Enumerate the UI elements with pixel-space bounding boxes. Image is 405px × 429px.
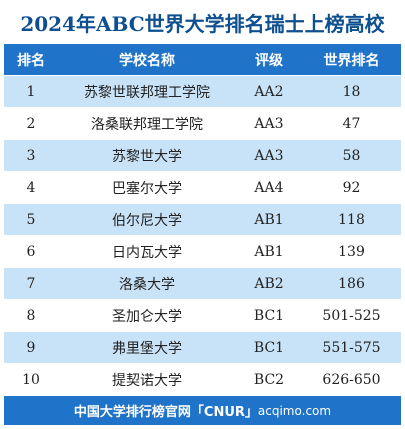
world-rank-cell: 139 — [338, 243, 365, 260]
column-header-world-rank: 世界排名 — [323, 52, 380, 69]
ranking-table: 排名 学校名称 评级 世界排名 1 苏黎世联邦理工学院 AA2 18 2 洛桑联… — [4, 44, 401, 396]
rank-cell: 6 — [26, 243, 36, 260]
column-header-rank: 排名 — [17, 52, 45, 69]
world-rank-cell: 551-575 — [322, 339, 381, 356]
rank-cell: 1 — [26, 83, 36, 100]
level-cell: AA4 — [254, 179, 284, 196]
school-cell: 圣加仑大学 — [112, 308, 182, 325]
level-cell: BC2 — [253, 371, 285, 388]
level-cell: AB1 — [254, 243, 284, 260]
rank-cell: 9 — [26, 339, 36, 356]
world-rank-cell: 186 — [338, 275, 365, 292]
rank-cell: 4 — [26, 179, 36, 196]
table-row: 9 弗里堡大学 BC1 551-575 — [4, 332, 401, 364]
level-cell: AB2 — [254, 275, 284, 292]
school-cell: 苏黎世联邦理工学院 — [84, 84, 210, 101]
rank-cell: 3 — [26, 147, 36, 164]
world-rank-cell: 501-525 — [322, 307, 381, 324]
school-cell: 日内瓦大学 — [112, 244, 182, 261]
level-cell: BC1 — [253, 339, 285, 356]
school-cell: 提契诺大学 — [112, 372, 182, 389]
school-cell: 洛桑联邦理工学院 — [91, 116, 203, 133]
footer-banner: 中国大学排行榜官网「CNUR」 acqimo.com — [4, 396, 401, 425]
level-cell: AA2 — [254, 83, 284, 100]
page-title: 2024年ABC世界大学排名瑞士上榜高校 — [20, 11, 385, 36]
world-rank-cell: 626-650 — [322, 371, 381, 388]
footer-site: acqimo.com — [257, 403, 332, 418]
rank-cell: 8 — [26, 307, 36, 324]
school-cell: 伯尔尼大学 — [112, 212, 182, 229]
level-cell: AB1 — [254, 211, 284, 228]
table-row: 6 日内瓦大学 AB1 139 — [4, 236, 401, 268]
table-row: 8 圣加仑大学 BC1 501-525 — [4, 300, 401, 332]
table-row: 2 洛桑联邦理工学院 AA3 47 — [4, 108, 401, 140]
table-row: 4 巴塞尔大学 AA4 92 — [4, 172, 401, 204]
rank-cell: 7 — [26, 275, 36, 292]
level-cell: AA3 — [254, 115, 284, 132]
school-cell: 洛桑大学 — [119, 276, 175, 293]
rank-cell: 10 — [22, 371, 40, 388]
footer-brand: 中国大学排行榜官网「CNUR」 — [73, 405, 258, 420]
table-row: 3 苏黎世大学 AA3 58 — [4, 140, 401, 172]
rank-cell: 5 — [26, 211, 36, 228]
table-row: 7 洛桑大学 AB2 186 — [4, 268, 401, 300]
world-rank-cell: 58 — [342, 147, 361, 164]
school-cell: 巴塞尔大学 — [112, 180, 182, 197]
world-rank-cell: 118 — [338, 211, 365, 228]
table-row: 5 伯尔尼大学 AB1 118 — [4, 204, 401, 236]
school-cell: 苏黎世大学 — [112, 148, 182, 165]
world-rank-cell: 47 — [342, 115, 361, 132]
table-row: 1 苏黎世联邦理工学院 AA2 18 — [4, 76, 401, 108]
rank-cell: 2 — [26, 115, 36, 132]
column-header-school: 学校名称 — [119, 52, 175, 69]
world-rank-cell: 18 — [342, 83, 361, 100]
level-cell: BC1 — [253, 307, 285, 324]
school-cell: 弗里堡大学 — [112, 340, 182, 357]
column-header-level: 评级 — [255, 52, 283, 69]
world-rank-cell: 92 — [342, 179, 361, 196]
table-row: 10 提契诺大学 BC2 626-650 — [4, 364, 401, 396]
level-cell: AA3 — [254, 147, 284, 164]
table-header-row: 排名 学校名称 评级 世界排名 — [4, 44, 401, 76]
